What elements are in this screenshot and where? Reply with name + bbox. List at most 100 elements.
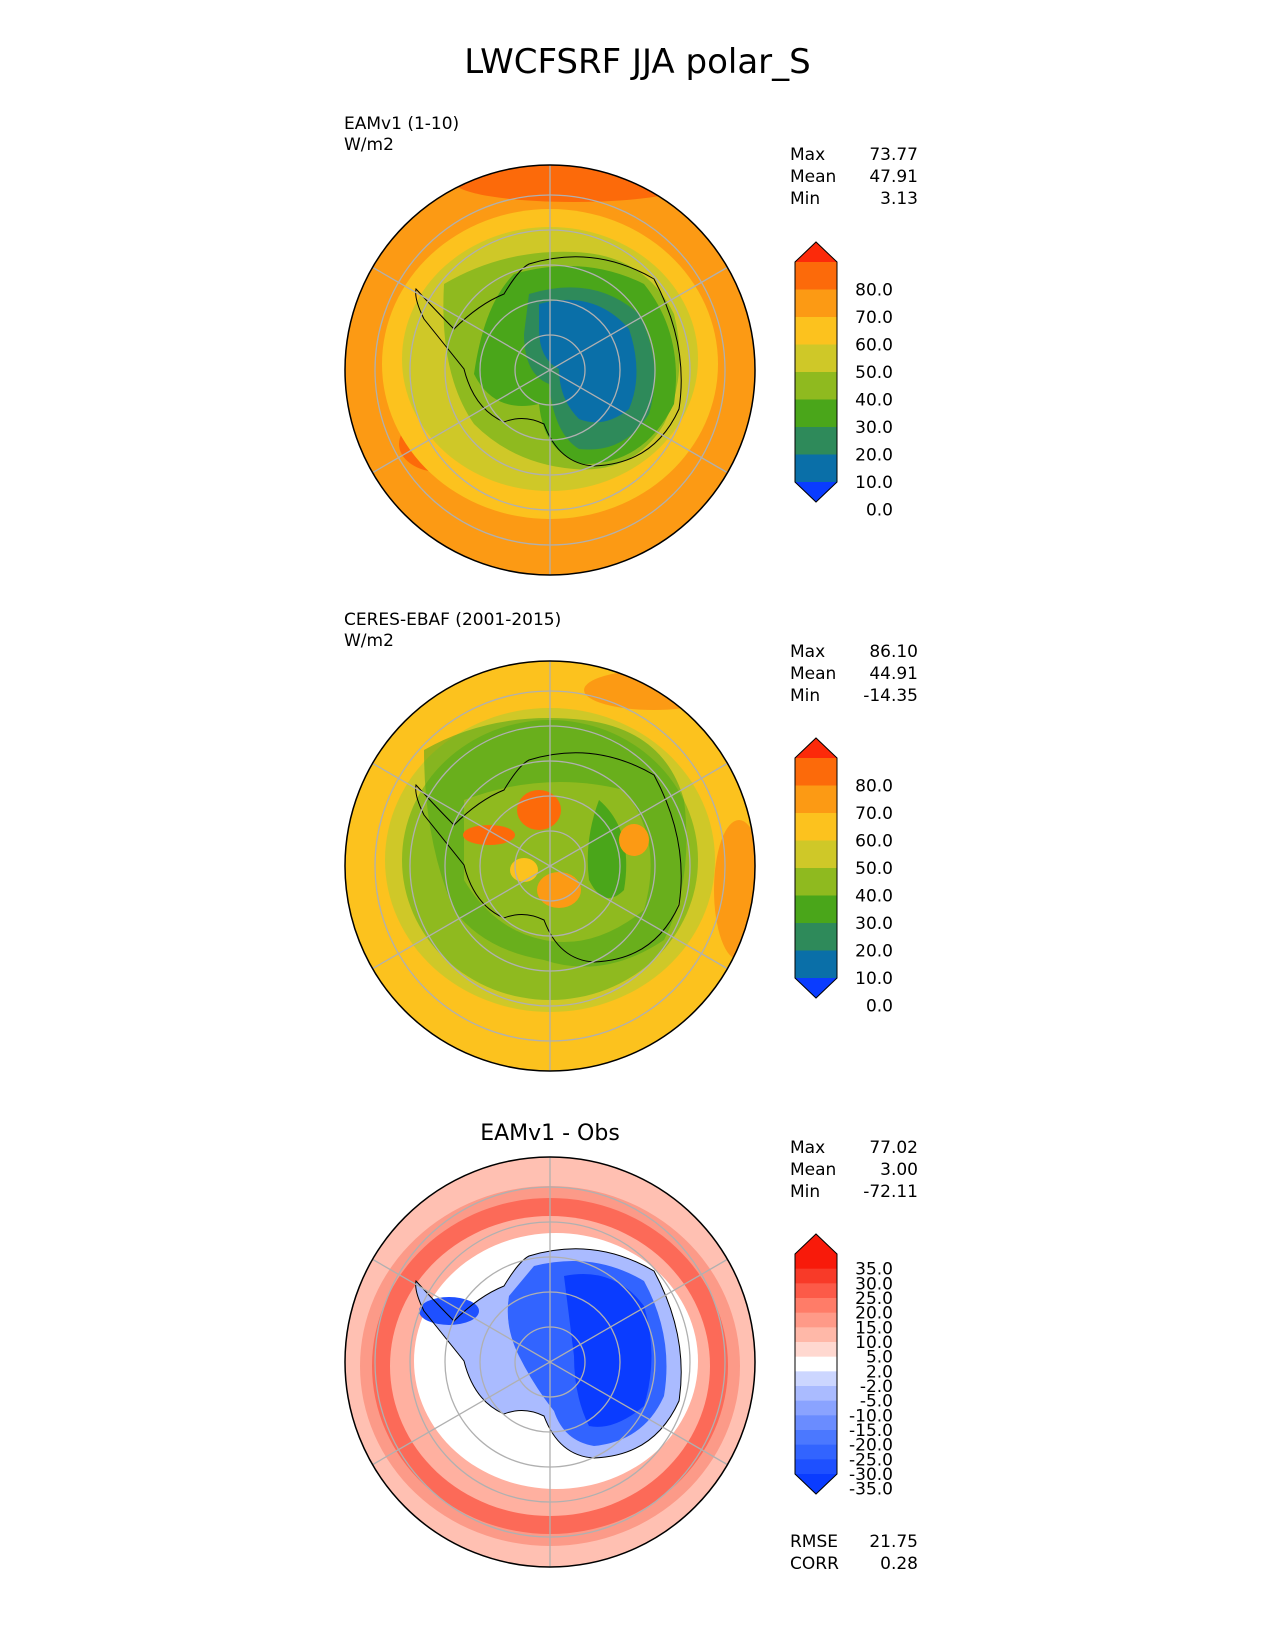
colorbar-swatch (795, 868, 837, 896)
colorbar-swatch (795, 1415, 837, 1431)
colorbar-swatch (795, 372, 837, 400)
colorbar-swatch (795, 344, 837, 373)
stat-mean: Mean 3.00 (790, 1160, 918, 1180)
map-field-negative (564, 1274, 652, 1427)
colorbar-swatch (795, 840, 837, 869)
metric-rmse: RMSE 21.75 (790, 1532, 918, 1552)
ref-stats: Max 86.10 Mean 44.91 Min -14.35 (790, 641, 918, 707)
figure-title: LWCFSRF JJA polar_S (464, 42, 811, 82)
colorbar-swatch (795, 950, 837, 979)
colorbar-tick-label: -2.0 (860, 1377, 893, 1397)
colorbar-tick-label: 0.0 (866, 501, 893, 521)
colorbar-tick-label: -20.0 (849, 1436, 893, 1456)
colorbar-tick-label: 50.0 (855, 363, 893, 383)
colorbar-tick-label: 70.0 (855, 804, 893, 824)
colorbar-tick-label: 80.0 (855, 281, 893, 301)
colorbar-extend-max (795, 738, 837, 758)
stat-min: Min 3.13 (790, 189, 918, 209)
colorbar-tick-label: -25.0 (849, 1450, 893, 1470)
colorbar-tick-label: 10.0 (855, 969, 893, 989)
colorbar-extend-max (795, 242, 837, 262)
colorbar-outline (794, 737, 838, 999)
colorbar-swatch (795, 289, 837, 318)
diff-polar-map (344, 1156, 756, 1568)
ref-panel-label: CERES-EBAF (2001-2015) W/m2 (344, 610, 561, 652)
colorbar-tick-label: -30.0 (849, 1465, 893, 1485)
test-panel-units: W/m2 (344, 135, 394, 155)
stat-mean: Mean 44.91 (790, 664, 918, 684)
colorbar-swatch (795, 1268, 837, 1284)
colorbar-tick-label: 20.0 (855, 446, 893, 466)
map-field-negative (419, 1297, 479, 1325)
colorbar-tick-label: 40.0 (855, 887, 893, 907)
map-boundary (344, 1156, 756, 1568)
colorbar-swatch (795, 1356, 837, 1372)
stat-max: Max 73.77 (790, 145, 918, 165)
colorbar-swatches (794, 737, 838, 999)
graticule (371, 661, 729, 1071)
colorbar-swatch (795, 1444, 837, 1460)
metric-corr: CORR 0.28 (790, 1554, 918, 1574)
colorbar-ticks: 80.0 70.0 60.0 50.0 40.0 30.0 20.0 10.0 0.0 (855, 777, 893, 1017)
colorbar-outline (794, 1233, 838, 1495)
colorbar-swatch (795, 1400, 837, 1416)
colorbar-tick-label: 80.0 (855, 777, 893, 797)
colorbar-swatch (795, 1386, 837, 1402)
colorbar-swatch (795, 1430, 837, 1446)
colorbar-tick-label: 5.0 (866, 1348, 893, 1368)
colorbar-extend-min (795, 482, 837, 502)
test-polar-map (344, 164, 756, 576)
stat-mean: Mean 47.91 (790, 167, 918, 187)
colorbar-tick-label: 30.0 (855, 914, 893, 934)
colorbar-tick-label: -5.0 (860, 1392, 893, 1412)
colorbar-swatches (794, 241, 838, 503)
colorbar-tick-label: 10.0 (855, 1333, 893, 1353)
colorbar-ticks: 80.0 70.0 60.0 50.0 40.0 30.0 20.0 10.0 0.0 (855, 281, 893, 521)
colorbar-tick-label: -35.0 (849, 1480, 893, 1500)
ref-colorbar: 80.0 70.0 60.0 50.0 40.0 30.0 20.0 10.0 0.0 (794, 737, 893, 1017)
colorbar-extend-min (795, 1474, 837, 1494)
ref-panel-units: W/m2 (344, 631, 394, 651)
colorbar-swatch (795, 1459, 837, 1475)
colorbar-swatch (795, 1254, 837, 1270)
colorbar-swatch (795, 1327, 837, 1343)
diff-stats: Max 77.02 Mean 3.00 Min -72.11 (790, 1137, 918, 1203)
colorbar-tick-label: 35.0 (855, 1260, 893, 1280)
colorbar-tick-label: 20.0 (855, 942, 893, 962)
stat-min: Min -72.11 (790, 1182, 918, 1202)
map-patch-60-70 (619, 824, 649, 856)
colorbar-swatch (795, 895, 837, 924)
colorbar-swatch (795, 317, 837, 345)
colorbar-tick-label: 0.0 (866, 997, 893, 1017)
graticule (371, 165, 729, 575)
colorbar-ticks: 35.030.025.020.015.010.05.02.0-2.0-5.0-1… (849, 1260, 893, 1500)
colorbar-tick-label: 50.0 (855, 859, 893, 879)
stat-max: Max 86.10 (790, 642, 918, 662)
colorbar-swatch (795, 923, 837, 951)
colorbar-tick-label: 60.0 (855, 336, 893, 356)
colorbar-swatches (794, 1233, 838, 1495)
colorbar-tick-label: 25.0 (855, 1289, 893, 1309)
colorbar-swatch (795, 758, 837, 786)
colorbar-outline (794, 241, 838, 503)
colorbar-tick-label: 70.0 (855, 308, 893, 328)
colorbar-tick-label: 15.0 (855, 1318, 893, 1338)
colorbar-tick-label: 30.0 (855, 1274, 893, 1294)
colorbar-tick-label: 30.0 (855, 418, 893, 438)
colorbar-swatch (795, 427, 837, 455)
colorbar-swatch (795, 785, 837, 814)
diff-panel-title: EAMv1 - Obs (480, 1121, 620, 1146)
colorbar-tick-label: 2.0 (866, 1362, 893, 1382)
test-panel-label: EAMv1 (1-10) W/m2 (344, 114, 459, 156)
map-patch-70-80 (463, 825, 515, 845)
colorbar-swatch (795, 262, 837, 290)
stat-max: Max 77.02 (790, 1138, 918, 1158)
colorbar-tick-label: 20.0 (855, 1304, 893, 1324)
ref-polar-map (344, 660, 756, 1072)
map-field-20-30 (587, 800, 627, 898)
map-boundary (344, 164, 756, 576)
colorbar-extend-max (795, 1234, 837, 1254)
colorbar-swatch (795, 813, 837, 841)
map-patch-50-60 (510, 858, 538, 882)
map-field-0-10 (539, 299, 637, 423)
